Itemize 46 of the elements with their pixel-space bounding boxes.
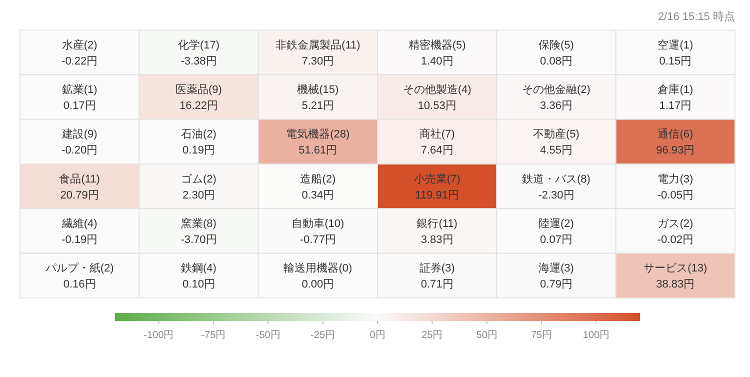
color-bar-label: 75円: [531, 330, 552, 341]
color-bar-label: -25円: [310, 330, 336, 341]
data-label: 電力(3) -0.05円: [657, 172, 694, 202]
data-label: 鉱業(1) 0.17円: [62, 83, 98, 112]
color-bar-label: -50円: [256, 330, 280, 341]
data-label: 小売業(7) 119.91円: [414, 172, 460, 202]
data-label: その他金融(2) 3.36円: [522, 84, 590, 112]
data-label: 医薬品(9) 16.22円: [176, 83, 222, 112]
data-label: 鉄道・バス(8) -2.30円: [522, 173, 590, 202]
data-label: 機械(15) 5.21円: [297, 83, 339, 112]
data-label: 海運(3) 0.79円: [538, 262, 574, 291]
data-label: 水産(2) -0.22円: [62, 38, 98, 68]
data-label: 非鉄金属製品(11) 7.30円: [276, 38, 360, 68]
data-label: 通信(6) 96.93円: [656, 128, 695, 157]
data-label: サービス(13) 38.83円: [644, 262, 708, 291]
color-bar-label: 50円: [476, 330, 498, 341]
data-label: ガス(2) -0.02円: [657, 218, 694, 246]
data-label: 石油(2) 0.19円: [181, 128, 216, 157]
data-label: 窯業(8) -3.70円: [180, 217, 217, 246]
data-label: 銀行(11) 3.83円: [416, 218, 458, 246]
data-label: その他製造(4) 10.53円: [402, 83, 472, 112]
data-label: 輸送用機器(0) 0.00円: [284, 262, 352, 291]
color-bar-label: 0円: [370, 330, 386, 341]
data-label: パルプ・紙(2) 0.16円: [44, 262, 114, 291]
data-label: 食品(11) 20.79円: [59, 173, 100, 202]
data-label: 保険(5) 0.08円: [538, 39, 574, 68]
data-label: 精密機器(5) 1.40円: [408, 38, 466, 68]
color-bar-label: 100円: [582, 330, 610, 341]
data-label: 建設(9) -0.20円: [60, 128, 98, 157]
data-label: 不動産(5) 4.55円: [533, 128, 580, 157]
data-label: 電気機器(28) 51.61円: [286, 128, 350, 157]
text: 2/16 15:15 時点: [658, 10, 735, 23]
data-label: 造船(2) 0.34円: [300, 172, 336, 202]
data-label: 自動車(10) -0.77円: [292, 217, 344, 246]
data-label: ゴム(2) 2.30円: [181, 173, 216, 202]
color-bar-label: -75円: [201, 330, 226, 341]
data-label: 倉庫(1) 1.17円: [658, 83, 694, 112]
color-bar-label: 25円: [422, 330, 443, 341]
data-label: 証券(3) 0.71円: [419, 262, 455, 291]
data-label: 空運(1) 0.15円: [658, 38, 694, 68]
data-label: 鉄鋼(4) 0.10円: [181, 262, 216, 291]
data-label: 陸運(2) 0.07円: [538, 218, 574, 246]
data-label: 繊維(4) -0.19円: [60, 217, 98, 246]
data-label: 商社(7) 7.64円: [419, 128, 455, 157]
color-bar-label: -100円: [144, 330, 174, 341]
data-label: 化学(17) -3.38円: [178, 39, 220, 68]
